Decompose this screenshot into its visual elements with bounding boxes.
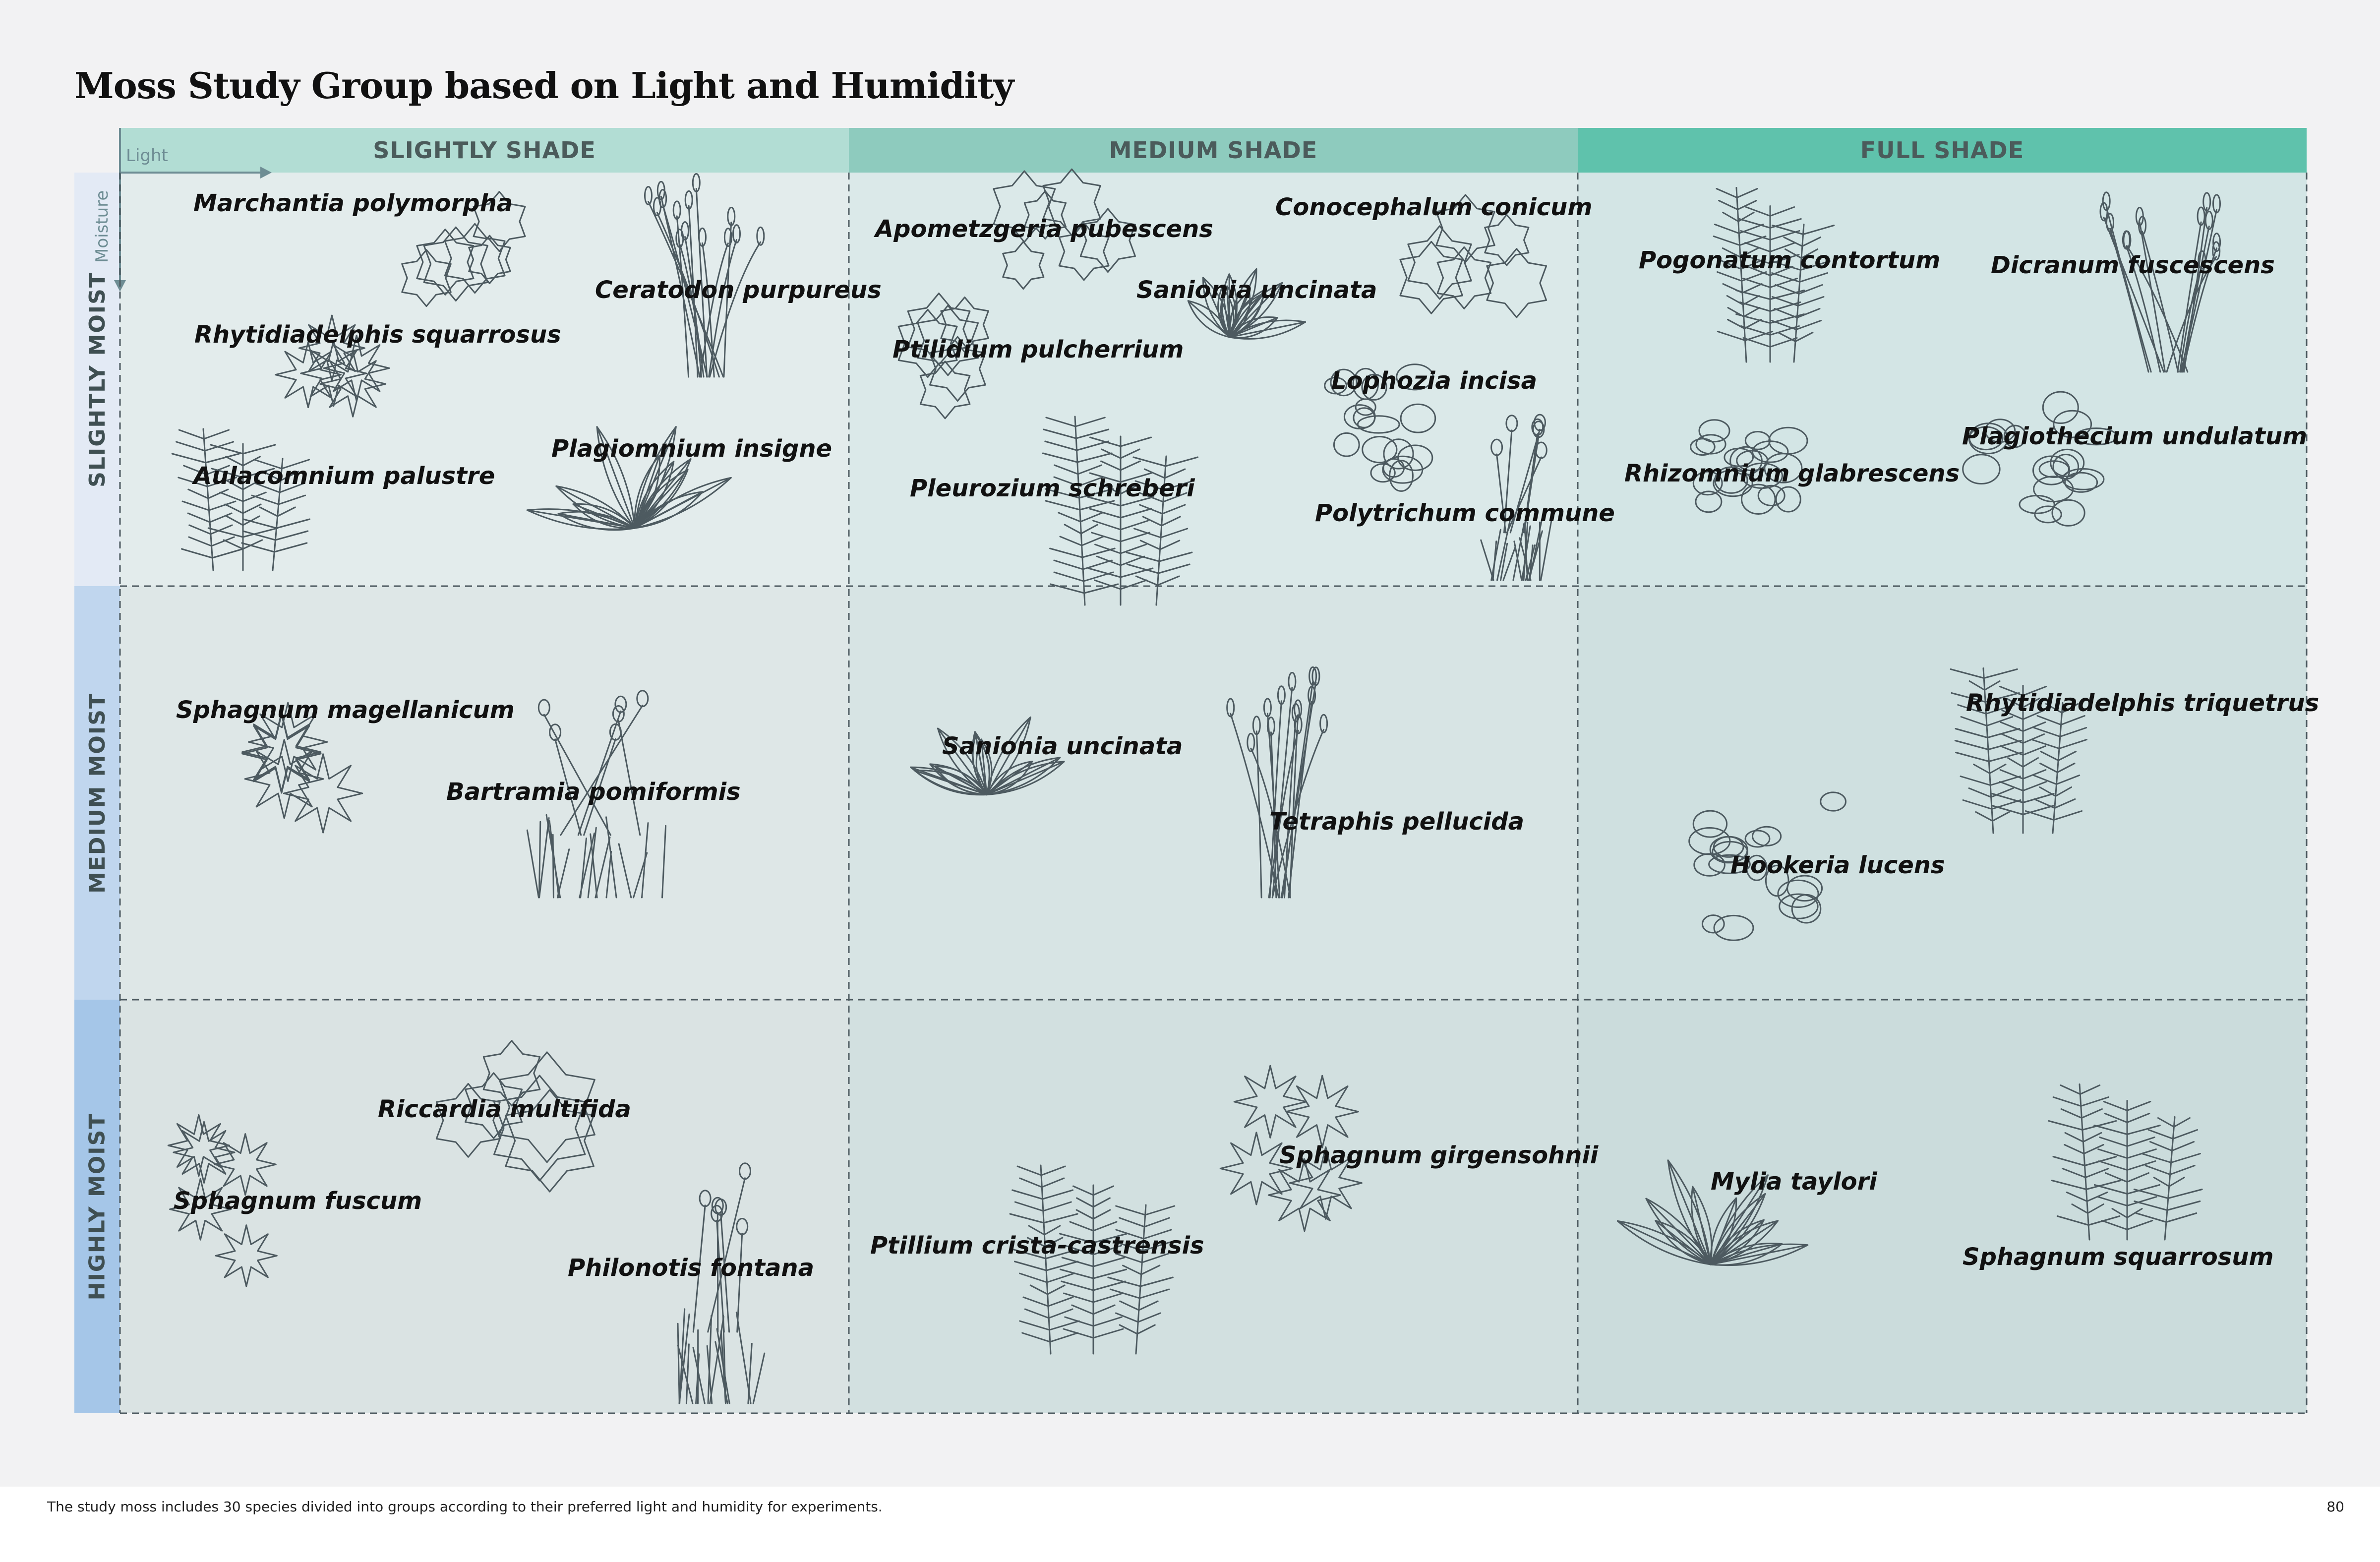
species-label: Rhytidiadelphis triquetrus: [1966, 689, 2320, 717]
footer-bar: [0, 1487, 2380, 1562]
stalk-moss-icon: [2099, 191, 2221, 373]
capsule-moss-icon: [1480, 414, 1553, 581]
cushion-moss-icon: [1324, 363, 1436, 492]
column-header-label: MEDIUM SHADE: [1109, 137, 1318, 164]
fern-moss-icon: [2048, 1083, 2203, 1241]
species-label: Philonotis fontana: [568, 1254, 814, 1282]
fern-moss-icon: [1042, 416, 1199, 606]
species-label: Plagiothecium undulatum: [1962, 422, 2308, 450]
grid-cell: [849, 1000, 1578, 1413]
column-header-label: FULL SHADE: [1860, 137, 2024, 164]
species-label: Lophozia incisa: [1331, 367, 1538, 395]
fern-moss-icon: [171, 428, 310, 571]
star-moss-icon: [167, 1114, 278, 1287]
moisture-axis-label: Moisture: [92, 190, 112, 263]
row-header-label: MEDIUM MOIST: [84, 692, 110, 894]
species-label: Rhizomnium glabrescens: [1624, 460, 1960, 487]
species-label: Tetraphis pellucida: [1269, 808, 1525, 836]
fern-moss-icon: [1713, 187, 1835, 363]
capsule-moss-icon: [677, 1162, 766, 1404]
light-axis-label: Light: [126, 146, 168, 166]
column-header-medium-shade: MEDIUM SHADE: [849, 128, 1578, 173]
cushion-moss-icon: [1688, 791, 1847, 941]
species-label: Aulacomnium palustre: [193, 462, 495, 490]
species-label: Sphagnum magellanicum: [176, 696, 515, 724]
row-header-medium-moist: MEDIUM MOIST: [74, 586, 120, 1000]
species-label: Ceratodon purpureus: [595, 276, 882, 304]
species-label: Sanionia uncinata: [1136, 276, 1377, 304]
leafy-moss-icon: [1187, 268, 1307, 340]
row-header-slightly-moist: SLIGHTLY MOIST: [74, 173, 120, 586]
star-moss-icon: [275, 314, 390, 418]
thallus-moss-icon: [435, 1040, 595, 1193]
species-label: Hookeria lucens: [1730, 851, 1945, 879]
star-moss-icon: [241, 702, 363, 834]
capsule-moss-icon: [526, 690, 667, 899]
species-label: Pogonatum contortum: [1639, 246, 1941, 274]
species-label: Sphagnum girgensohnii: [1279, 1141, 1599, 1169]
page-title: Moss Study Group based on Light and Humi…: [74, 64, 1014, 107]
species-label: Rhytidiadelphis squarrosus: [194, 321, 561, 349]
page-number: 80: [2326, 1499, 2344, 1515]
species-label: Sphagnum squarrosum: [1963, 1243, 2274, 1271]
cushion-moss-icon: [1962, 391, 2118, 527]
thallus-moss-icon: [897, 293, 989, 420]
column-header-label: SLIGHTLY SHADE: [373, 137, 596, 164]
species-label: Plagiomnium insigne: [551, 435, 833, 463]
species-label: Marchantia polymorpha: [193, 189, 513, 217]
leafy-moss-icon: [1616, 1159, 1809, 1266]
grid-cell: [1578, 586, 2307, 1000]
species-label: Bartramia pomiformis: [446, 778, 741, 806]
species-label: Ptilidium pulcherrium: [892, 336, 1184, 363]
column-header-slightly-shade: SLIGHTLY SHADE: [120, 128, 849, 173]
thallus-moss-icon: [1399, 194, 1547, 318]
cushion-moss-icon: [1690, 419, 1808, 515]
row-header-highly-moist: HIGHLY MOIST: [74, 1000, 120, 1413]
leafy-moss-icon: [910, 716, 1065, 796]
species-label: Ptillium crista-castrensis: [870, 1232, 1204, 1260]
column-header-full-shade: FULL SHADE: [1578, 128, 2307, 173]
fern-moss-icon: [1009, 1164, 1176, 1355]
grid-cell: [120, 586, 849, 1000]
species-label: Polytrichum commune: [1315, 499, 1615, 527]
grid-cell: [1578, 173, 2307, 586]
grid-cell: [120, 1000, 849, 1413]
leafy-moss-icon: [526, 426, 732, 531]
thallus-moss-icon: [401, 191, 526, 307]
grid-cell: [1578, 1000, 2307, 1413]
footer-caption: The study moss includes 30 species divid…: [47, 1499, 883, 1515]
species-label: Pleurozium schreberi: [910, 475, 1195, 502]
stalk-moss-icon: [1226, 666, 1328, 899]
fern-moss-icon: [1950, 667, 2087, 834]
row-header-label: HIGHLY MOIST: [84, 1113, 110, 1300]
thallus-moss-icon: [993, 168, 1136, 290]
species-label: Apometzgeria pubescens: [875, 215, 1213, 243]
species-label: Riccardia multifida: [378, 1095, 631, 1123]
species-label: Dicranum fuscescens: [1991, 251, 2275, 279]
species-label: Conocephalum conicum: [1275, 193, 1593, 221]
row-header-label: SLIGHTLY MOIST: [84, 271, 110, 487]
species-label: Mylia taylori: [1711, 1168, 1877, 1196]
stalk-moss-icon: [644, 173, 765, 378]
species-label: Sanionia uncinata: [942, 732, 1183, 760]
star-moss-icon: [1219, 1065, 1363, 1232]
species-label: Sphagnum fuscum: [174, 1187, 422, 1215]
